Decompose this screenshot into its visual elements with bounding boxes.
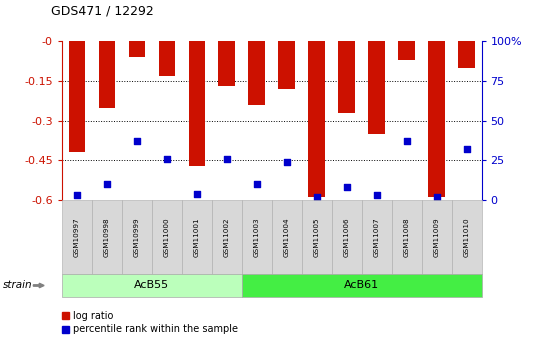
Point: [193, 191, 201, 197]
Text: GSM11005: GSM11005: [314, 217, 320, 257]
Bar: [188, 41, 205, 166]
Bar: [249, 41, 265, 105]
Bar: [69, 41, 85, 152]
Text: AcB61: AcB61: [344, 280, 379, 290]
Bar: [308, 41, 325, 197]
Bar: [129, 41, 145, 57]
Text: GSM10997: GSM10997: [74, 217, 80, 257]
Point: [252, 181, 261, 187]
Text: GSM11000: GSM11000: [164, 217, 170, 257]
Text: GDS471 / 12292: GDS471 / 12292: [51, 4, 154, 17]
Point: [313, 194, 321, 200]
Text: GSM11001: GSM11001: [194, 217, 200, 257]
Text: log ratio: log ratio: [73, 311, 114, 321]
Text: GSM10998: GSM10998: [104, 217, 110, 257]
Point: [73, 193, 81, 198]
Bar: [398, 41, 415, 60]
Point: [372, 193, 381, 198]
Point: [132, 139, 141, 144]
Bar: [369, 41, 385, 134]
Bar: [279, 41, 295, 89]
Point: [402, 139, 411, 144]
Text: GSM11009: GSM11009: [434, 217, 440, 257]
Bar: [159, 41, 175, 76]
Bar: [458, 41, 475, 68]
Bar: [218, 41, 235, 86]
Bar: [428, 41, 445, 197]
Text: GSM11007: GSM11007: [373, 217, 380, 257]
Text: GSM11010: GSM11010: [464, 217, 470, 257]
Text: GSM11002: GSM11002: [224, 217, 230, 257]
Text: strain: strain: [3, 280, 32, 290]
Text: GSM11003: GSM11003: [254, 217, 260, 257]
Text: percentile rank within the sample: percentile rank within the sample: [73, 325, 238, 334]
Point: [103, 181, 111, 187]
Text: GSM11008: GSM11008: [404, 217, 409, 257]
Text: GSM10999: GSM10999: [134, 217, 140, 257]
Point: [342, 185, 351, 190]
Text: GSM11004: GSM11004: [284, 217, 289, 257]
Point: [222, 156, 231, 161]
Bar: [98, 41, 115, 108]
Point: [162, 156, 171, 161]
Text: AcB55: AcB55: [134, 280, 169, 290]
Point: [432, 194, 441, 200]
Bar: [338, 41, 355, 113]
Point: [282, 159, 291, 165]
Text: GSM11006: GSM11006: [344, 217, 350, 257]
Point: [462, 147, 471, 152]
